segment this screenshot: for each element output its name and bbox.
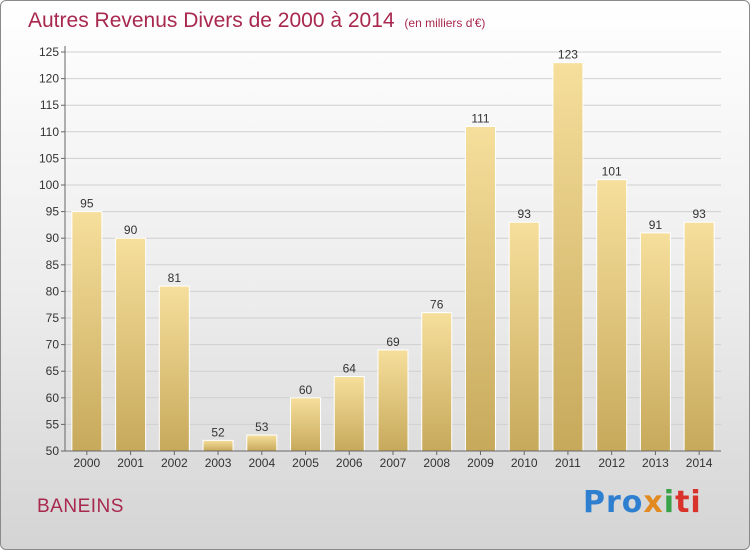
y-tick-label: 55 <box>46 417 60 431</box>
y-tick-label: 75 <box>46 311 60 325</box>
data-label-2010: 93 <box>518 207 532 221</box>
x-tick-label-2012: 2012 <box>598 456 625 470</box>
location-label: BANEINS <box>37 496 124 517</box>
y-tick-label: 100 <box>39 178 59 192</box>
y-tick-label: 110 <box>40 125 59 139</box>
x-tick-label-2006: 2006 <box>336 456 363 470</box>
y-tick-label: 60 <box>46 391 60 405</box>
x-tick-label-2001: 2001 <box>117 456 144 470</box>
data-label-2014: 93 <box>692 207 706 221</box>
bar-2008 <box>421 312 453 452</box>
x-tick-label-2009: 2009 <box>467 456 494 470</box>
x-tick-label-2011: 2011 <box>555 456 581 470</box>
x-tick-label-2004: 2004 <box>248 456 275 470</box>
logo-part-1: Pro <box>583 485 644 520</box>
logo-part-2: x <box>643 485 664 520</box>
y-tick-label: 90 <box>46 231 60 245</box>
y-tick-label: 120 <box>39 72 59 86</box>
bar-2009 <box>464 125 496 452</box>
bar-2012 <box>596 179 628 452</box>
data-label-2001: 90 <box>124 223 138 237</box>
bar-2002 <box>158 285 190 452</box>
logo-part-4: ti <box>675 485 702 520</box>
data-label-2003: 52 <box>211 425 225 439</box>
y-tick-label: 95 <box>46 205 60 219</box>
data-label-2007: 69 <box>386 335 400 349</box>
y-tick-label: 85 <box>46 258 60 272</box>
bar-2014 <box>683 221 715 452</box>
y-tick-label: 50 <box>46 444 60 458</box>
bar-2005 <box>290 397 322 452</box>
proxiti-logo: Proxiti <box>583 485 702 520</box>
data-label-2002: 81 <box>168 271 182 285</box>
chart-title-text: Autres Revenus Divers de 2000 à 2014 <box>28 9 395 32</box>
chart-subtitle: (en milliers d'€) <box>404 16 486 30</box>
data-label-2011: 123 <box>558 48 578 62</box>
x-tick-label-2003: 2003 <box>205 456 232 470</box>
bar-2001 <box>115 237 147 452</box>
y-tick-label: 105 <box>39 151 59 165</box>
y-tick-label: 80 <box>46 284 60 298</box>
y-tick-label: 125 <box>39 45 59 59</box>
data-label-2000: 95 <box>80 197 94 211</box>
x-tick-label-2000: 2000 <box>74 456 101 470</box>
x-tick-label-2014: 2014 <box>686 456 713 470</box>
x-tick-label-2005: 2005 <box>292 456 319 470</box>
chart-title: Autres Revenus Divers de 2000 à 2014 (en… <box>28 9 485 33</box>
y-tick-label: 70 <box>46 338 60 352</box>
bar-2010 <box>508 221 540 452</box>
data-label-2004: 53 <box>255 420 269 434</box>
data-label-2009: 111 <box>471 111 490 125</box>
bar-2006 <box>333 376 365 452</box>
data-label-2008: 76 <box>430 298 444 312</box>
x-tick-label-2002: 2002 <box>161 456 188 470</box>
x-tick-label-2010: 2010 <box>511 456 538 470</box>
data-label-2012: 101 <box>602 165 622 179</box>
logo-part-3: i <box>663 485 676 520</box>
x-tick-label-2008: 2008 <box>423 456 450 470</box>
bar-2000 <box>71 211 103 452</box>
bar-2007 <box>377 349 409 452</box>
y-tick-label: 65 <box>46 364 60 378</box>
y-tick-label: 115 <box>40 98 59 112</box>
data-label-2013: 91 <box>649 218 663 232</box>
bar-2003 <box>202 439 234 452</box>
data-label-2005: 60 <box>299 383 313 397</box>
data-label-2006: 64 <box>343 362 357 376</box>
bar-2011 <box>552 62 584 452</box>
x-tick-label-2007: 2007 <box>380 456 407 470</box>
axis-layer: 50 55 60 65 70 75 80 85 90 95 100 105 110 115 120 125 20… <box>39 45 721 470</box>
bar-2004 <box>246 434 278 452</box>
x-tick-label-2013: 2013 <box>642 456 669 470</box>
bar-2013 <box>639 232 671 452</box>
bar-layer: 95 90 81 52 53 60 64 69 76 111 93 123 101 91 93 <box>71 48 715 452</box>
